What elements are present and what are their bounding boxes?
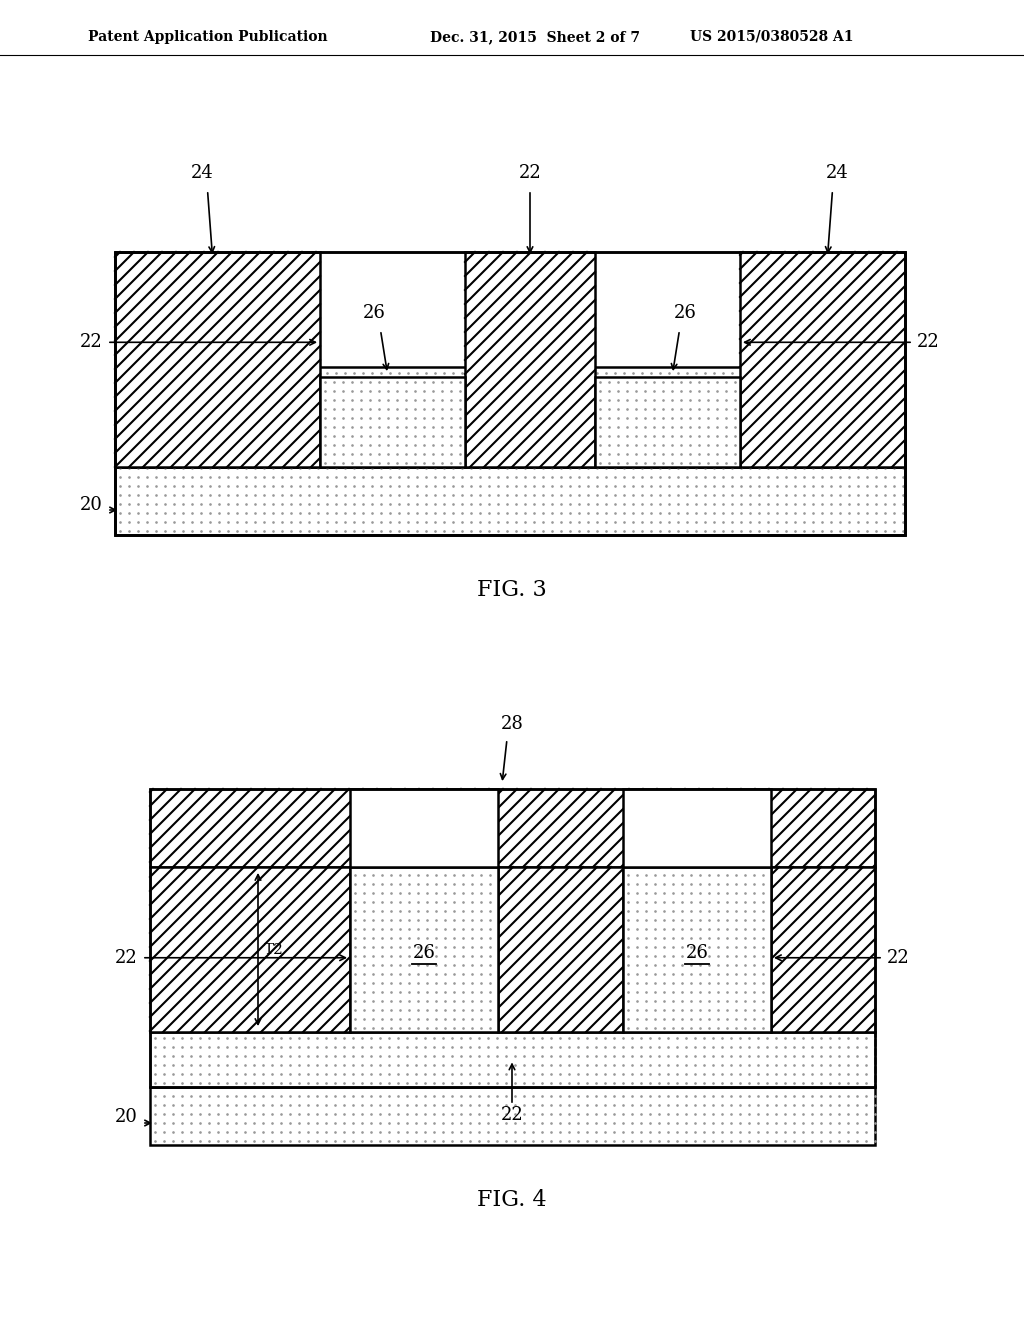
Bar (150, 789, 874, 867)
Text: 22: 22 (116, 949, 138, 966)
Bar (115, 467, 905, 535)
Text: 20: 20 (115, 1107, 138, 1126)
Text: 24: 24 (191, 164, 214, 182)
Text: T1: T1 (414, 414, 433, 429)
Bar (350, 867, 498, 1032)
Bar (623, 789, 771, 867)
Bar (115, 367, 905, 467)
Bar (771, 867, 874, 1032)
Bar (115, 252, 319, 467)
Text: 22: 22 (501, 1106, 523, 1125)
Bar (150, 789, 874, 1086)
Text: 22: 22 (887, 949, 909, 966)
Text: 22: 22 (918, 333, 940, 351)
Text: 24: 24 (826, 164, 849, 182)
Text: 20: 20 (80, 496, 103, 513)
Text: FIG. 4: FIG. 4 (477, 1189, 547, 1210)
Bar (498, 867, 623, 1032)
Bar (150, 1086, 874, 1144)
Bar (595, 378, 740, 467)
Bar (740, 252, 905, 467)
Text: US 2015/0380528 A1: US 2015/0380528 A1 (690, 30, 853, 44)
Bar (115, 252, 905, 535)
Text: 26: 26 (413, 944, 435, 962)
Bar (350, 789, 498, 867)
Text: 26: 26 (674, 304, 697, 322)
Text: 22: 22 (80, 333, 103, 351)
Text: Patent Application Publication: Patent Application Publication (88, 30, 328, 44)
Text: Dec. 31, 2015  Sheet 2 of 7: Dec. 31, 2015 Sheet 2 of 7 (430, 30, 640, 44)
Bar (150, 1032, 874, 1086)
Bar (319, 378, 465, 467)
Text: 26: 26 (364, 304, 386, 322)
Text: FIG. 3: FIG. 3 (477, 579, 547, 601)
Text: 28: 28 (501, 715, 523, 733)
Bar (623, 867, 771, 1032)
Text: 26: 26 (685, 944, 709, 962)
Text: 22: 22 (518, 164, 542, 182)
Bar (465, 252, 595, 467)
Bar (150, 867, 350, 1032)
Text: T2: T2 (264, 942, 284, 957)
Bar (115, 252, 905, 535)
